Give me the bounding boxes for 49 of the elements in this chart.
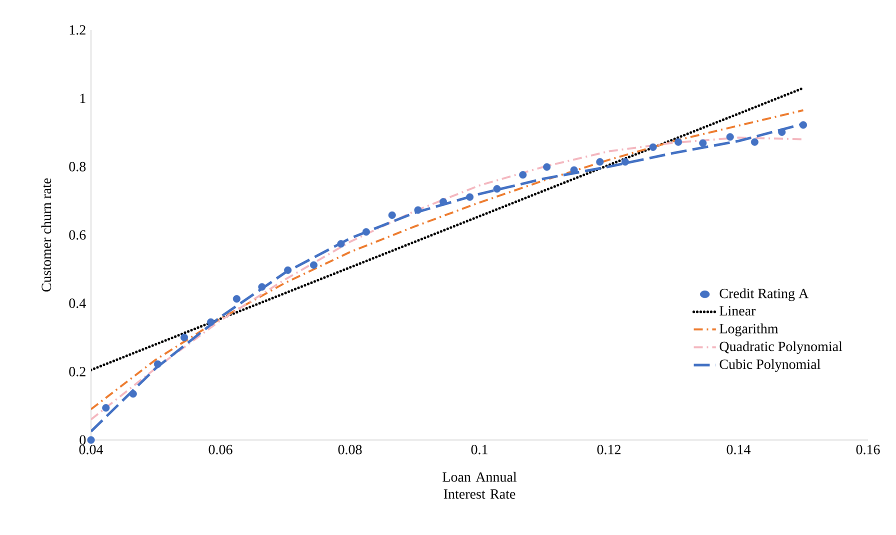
point — [102, 404, 110, 412]
x-tick-label: 0.04 — [79, 444, 104, 454]
legend-label: Linear — [720, 306, 756, 316]
point — [310, 261, 318, 269]
y-tick-label: 1 — [80, 94, 86, 103]
point — [466, 193, 474, 201]
legend-label: Credit Rating A — [720, 288, 809, 302]
point — [674, 138, 682, 146]
point — [649, 143, 657, 151]
point — [726, 133, 734, 141]
point — [596, 158, 604, 166]
point — [207, 318, 215, 326]
y-tick-label: 0.6 — [69, 230, 86, 240]
point — [493, 185, 501, 193]
point — [778, 128, 786, 136]
x-tick-label: 0.1 — [471, 444, 488, 454]
point — [337, 240, 345, 248]
x-tick-label: 0.12 — [597, 444, 620, 454]
point — [519, 171, 527, 179]
legend-label: Quadratic Polynomial — [720, 341, 842, 354]
point — [232, 295, 240, 303]
point — [284, 266, 292, 274]
x-tick-label: 0.06 — [208, 444, 232, 454]
point — [750, 138, 758, 146]
point — [414, 206, 422, 214]
point — [439, 198, 448, 206]
y-tick-label: 0.2 — [69, 366, 86, 376]
point — [154, 360, 162, 368]
point — [362, 228, 370, 236]
legend-label: Cubic Polynomial — [720, 359, 820, 372]
y-tick-label: 1.2 — [70, 25, 86, 35]
point — [258, 283, 266, 291]
y-tick-label: 0.4 — [69, 298, 86, 308]
x-axis-title: Loan Annual Interest Rate — [442, 472, 517, 499]
point — [799, 121, 808, 129]
y-tick-label: 0.8 — [69, 162, 86, 172]
point — [129, 390, 137, 398]
y-tick-label: 0 — [80, 435, 86, 445]
point — [699, 139, 707, 147]
legend-label: Logarithm — [720, 324, 778, 336]
x-tick-label: 0.08 — [338, 444, 362, 454]
point — [87, 436, 95, 444]
y-axis-title: Customer churn rate — [41, 178, 52, 292]
point — [621, 158, 629, 166]
x-tick-label: 0.16 — [856, 444, 880, 454]
point — [180, 334, 188, 342]
point — [543, 163, 551, 171]
x-tick-label: 0.14 — [726, 444, 751, 454]
point — [388, 211, 396, 219]
